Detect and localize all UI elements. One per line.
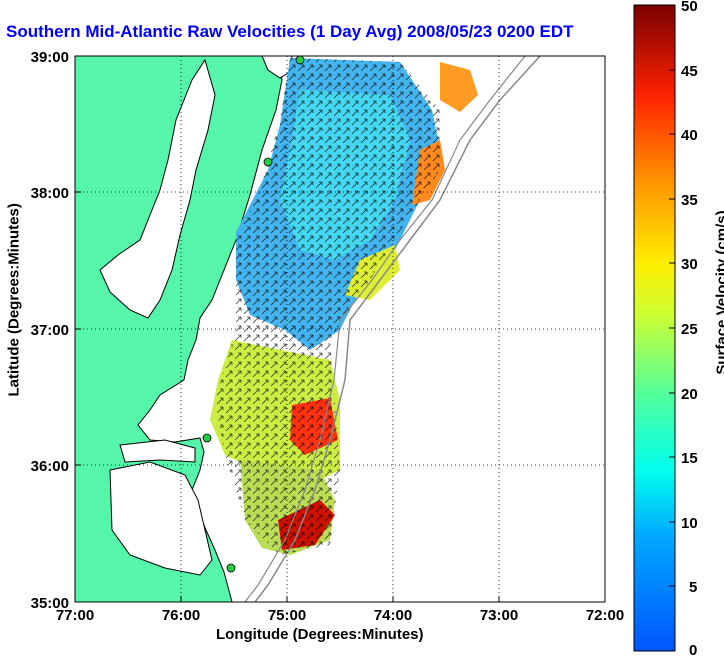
- station-marker: [226, 563, 236, 573]
- delaware-bay: [261, 56, 293, 79]
- current-vectors: [215, 58, 440, 555]
- bathymetry-contour: [254, 56, 541, 602]
- colorbar-tick-label: 25: [681, 321, 698, 338]
- x-tick-label: 74:00: [374, 607, 412, 624]
- station-marker: [263, 157, 273, 167]
- x-axis-label: Longitude (Degrees:Minutes): [216, 626, 424, 643]
- y-tick-label: 37:00: [31, 322, 69, 339]
- y-axis-label: Latitude (Degrees:Minutes): [5, 203, 23, 397]
- bathymetry-contour-2: [244, 56, 526, 602]
- y-tick-label: 36:00: [31, 458, 69, 475]
- colorbar-ticks: [669, 4, 675, 652]
- y-tick-label: 35:00: [31, 595, 69, 612]
- colorbar-tick-label: 30: [681, 256, 698, 273]
- colorbar-label: Surface Velocity (cm/s): [713, 210, 724, 375]
- colorbar-tick-label: 5: [689, 579, 697, 596]
- velocity-field-orange-ne: [440, 62, 478, 112]
- radar-stations: [202, 56, 305, 573]
- land-mass: [75, 56, 283, 602]
- grid-lines: [75, 56, 605, 602]
- colorbar-tick-label: 20: [681, 386, 698, 403]
- x-tick-label: 77:00: [56, 607, 94, 624]
- chesapeake-bay: [99, 58, 216, 319]
- colorbar-tick-label: 50: [681, 0, 698, 15]
- colorbar-tick-label: 40: [681, 127, 698, 144]
- pamlico-sound: [109, 461, 213, 576]
- albemarle-sound: [119, 439, 196, 463]
- colorbar-tick-label: 0: [689, 642, 697, 659]
- colorbar-tick-label: 45: [681, 63, 698, 80]
- colorbar-tick-label: 15: [681, 450, 698, 467]
- y-tick-label: 38:00: [31, 185, 69, 202]
- station-marker: [202, 433, 212, 443]
- map-title: Southern Mid-Atlantic Raw Velocities (1 …: [6, 22, 574, 41]
- x-tick-label: 72:00: [586, 607, 624, 624]
- colorbar-tick-label: 35: [681, 192, 698, 209]
- y-tick-label: 39:00: [31, 49, 69, 66]
- station-marker: [295, 56, 305, 65]
- x-tick-label: 76:00: [162, 607, 200, 624]
- x-tick-label: 75:00: [268, 607, 306, 624]
- colorbar: [633, 4, 676, 652]
- x-tick-label: 73:00: [480, 607, 518, 624]
- tick-marks: [74, 55, 606, 603]
- colorbar-tick-label: 10: [681, 515, 698, 532]
